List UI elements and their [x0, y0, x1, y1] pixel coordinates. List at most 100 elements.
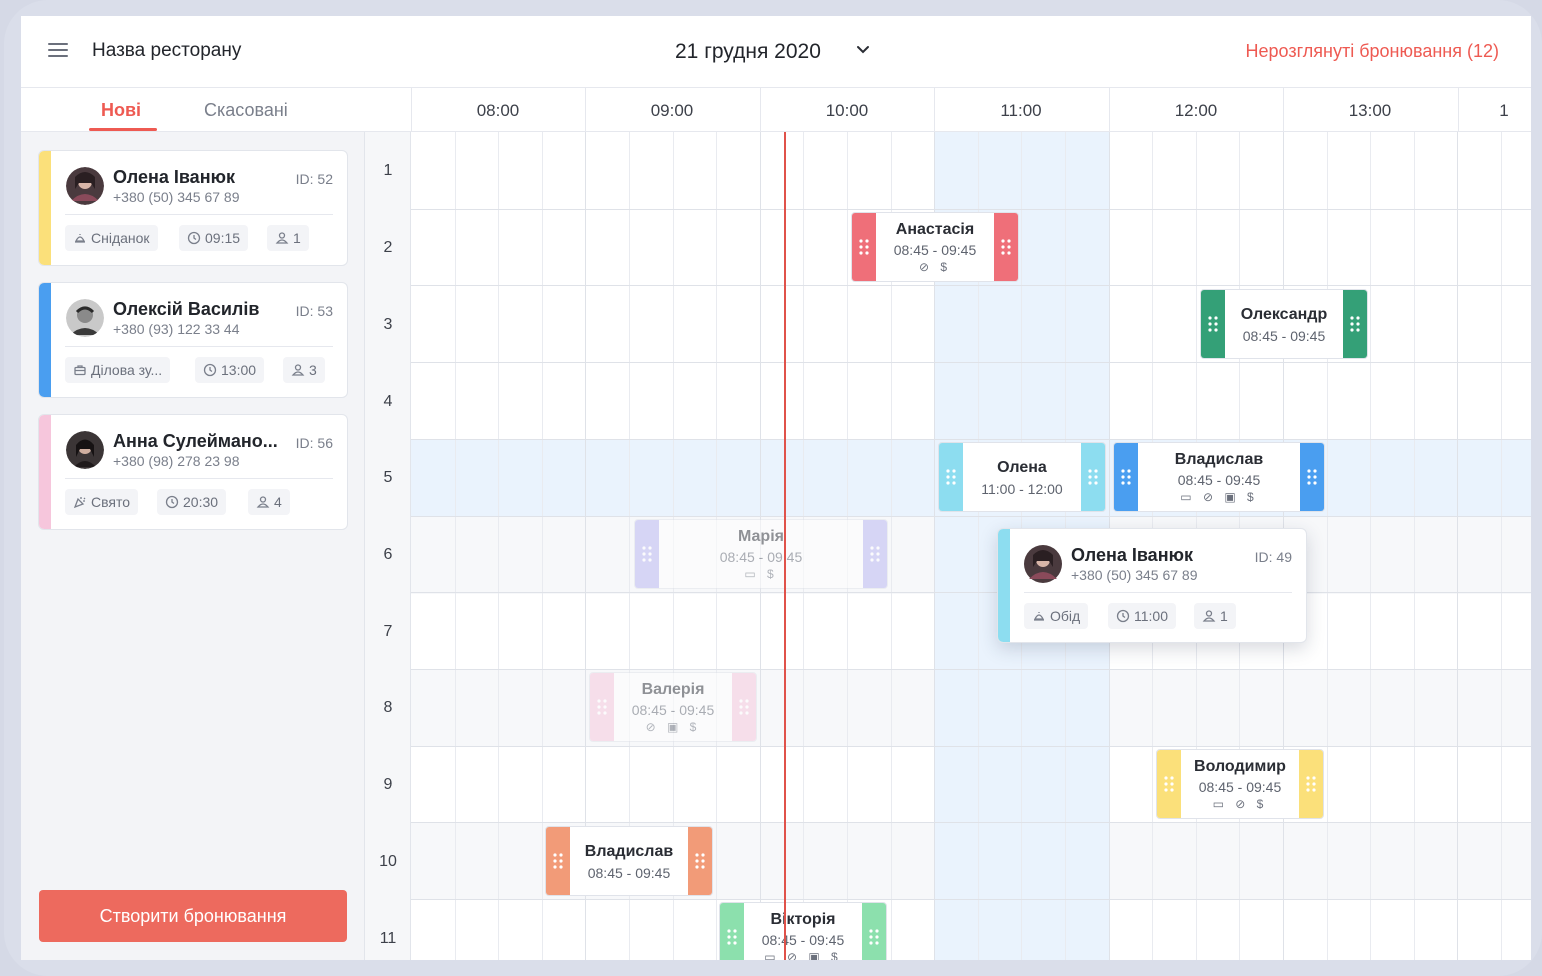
drag-handle[interactable] — [635, 520, 659, 588]
drag-handle[interactable] — [732, 673, 756, 741]
grid-row-line — [411, 362, 1531, 363]
grid-column-line — [455, 132, 456, 960]
guest-name: Анна Сулеймано... — [113, 431, 278, 451]
reservation-icons: ▭ $ — [744, 567, 778, 581]
table-numbers-column: 1 2 3 4 5 6 7 8 9 10 11 — [365, 132, 411, 960]
reservation-block[interactable]: Валерія 08:45 - 09:45 ⊘ ▣ $ — [589, 672, 757, 742]
tab-cancelled[interactable]: Скасовані — [204, 100, 288, 120]
party-icon — [73, 497, 86, 509]
booking-request-card[interactable]: Олена Іванюк +380 (50) 345 67 89 ID: 52 … — [38, 150, 348, 266]
drag-handle[interactable] — [1157, 750, 1181, 818]
booking-grid[interactable]: Анастасія 08:45 - 09:45 ⊘ $ Олександр 08… — [411, 132, 1531, 960]
grid-row-line — [411, 439, 1531, 440]
divider — [1024, 592, 1292, 593]
drag-handle[interactable] — [852, 213, 876, 281]
reservation-block[interactable]: Олександр 08:45 - 09:45 — [1200, 289, 1368, 359]
reservation-block[interactable]: Владислав 08:45 - 09:45 — [545, 826, 713, 896]
clock-icon — [187, 231, 201, 245]
drag-handle[interactable] — [546, 827, 570, 895]
grid-column-line — [934, 132, 935, 960]
hour-label: 13:00 — [1348, 101, 1392, 120]
drag-handle[interactable] — [1343, 290, 1367, 358]
cloche-icon — [1033, 612, 1045, 621]
hamburger-menu-icon[interactable] — [48, 43, 68, 59]
time-label: 09:15 — [205, 230, 241, 246]
drag-handle[interactable] — [862, 903, 886, 960]
hour-label: 09:00 — [650, 101, 694, 120]
drag-dots-icon — [1208, 316, 1218, 332]
sidebar: Нові Скасовані Олена Іванюк +380 (50) 34… — [21, 88, 365, 960]
create-booking-button[interactable]: Створити бронювання — [39, 890, 347, 942]
hour-label: 08:00 — [476, 101, 520, 120]
booking-tabs: Нові Скасовані — [21, 88, 365, 132]
dragged-booking-card[interactable]: Олена Іванюк +380 (50) 345 67 89 ID: 49 … — [997, 528, 1307, 643]
reservation-block[interactable]: Олена 11:00 - 12:00 — [938, 442, 1106, 512]
header-divider — [760, 88, 761, 132]
timeline: 08:00 09:00 10:00 11:00 12:00 13:00 1 1 … — [365, 88, 1531, 960]
drag-handle[interactable] — [994, 213, 1018, 281]
time-label: 20:30 — [183, 494, 219, 510]
reservation-block[interactable]: Володимир 08:45 - 09:45 ▭ ⊘ $ — [1156, 749, 1324, 819]
drag-dots-icon — [1088, 469, 1098, 485]
clock-icon — [165, 495, 179, 509]
booking-id: ID: 56 — [295, 435, 333, 451]
grid-column-line — [585, 132, 586, 960]
reservation-block[interactable]: Владислав 08:45 - 09:45 ▭ ⊘ ▣ $ — [1113, 442, 1325, 512]
grid-row-line — [411, 516, 1531, 517]
table-number: 9 — [383, 776, 393, 793]
person-icon — [275, 232, 289, 244]
drag-dots-icon — [597, 699, 607, 715]
header-divider — [934, 88, 935, 132]
drag-dots-icon — [642, 546, 652, 562]
grid-row-line — [411, 669, 1531, 670]
meal-type-chip: Свято — [65, 489, 139, 515]
reservation-block[interactable]: Марія 08:45 - 09:45 ▭ $ — [634, 519, 888, 589]
booking-id: ID: 53 — [295, 303, 333, 319]
reservation-name: Марія — [738, 528, 784, 545]
header-divider — [1458, 88, 1459, 132]
reservation-block[interactable]: Анастасія 08:45 - 09:45 ⊘ $ — [851, 212, 1019, 282]
reservation-time: 11:00 - 12:00 — [981, 481, 1063, 497]
drag-handle[interactable] — [1299, 750, 1323, 818]
reservation-name: Владислав — [1174, 451, 1264, 468]
restaurant-name: Назва ресторану — [92, 40, 242, 61]
meal-type-label: Ділова зу... — [91, 362, 163, 378]
drag-handle[interactable] — [688, 827, 712, 895]
meal-type-chip: Обід — [1024, 603, 1089, 629]
guest-name: Олена Іванюк — [113, 167, 235, 187]
briefcase-icon — [74, 365, 86, 376]
drag-dots-icon — [1164, 776, 1174, 792]
booking-request-card[interactable]: Анна Сулеймано... +380 (98) 278 23 98 ID… — [38, 414, 348, 530]
drag-handle[interactable] — [1300, 443, 1324, 511]
time-chip: 13:00 — [195, 357, 265, 383]
chevron-down-icon[interactable] — [856, 43, 870, 57]
meal-type-chip: Сніданок — [65, 225, 158, 251]
drag-handle[interactable] — [939, 443, 963, 511]
time-header: 08:00 09:00 10:00 11:00 12:00 13:00 1 — [365, 88, 1531, 132]
reservation-block[interactable]: Вікторія 08:45 - 09:45 ▭ ⊘ ▣ $ — [719, 902, 887, 960]
drag-handle[interactable] — [1114, 443, 1138, 511]
guests-chip: 3 — [283, 357, 325, 383]
reservation-icons: ⊘ $ — [918, 260, 952, 274]
drag-handle[interactable] — [1081, 443, 1105, 511]
booking-request-card[interactable]: Олексій Василів +380 (93) 122 33 44 ID: … — [38, 282, 348, 398]
top-bar: Назва ресторану 21 грудня 2020 Нерозглян… — [21, 16, 1531, 88]
tab-new[interactable]: Нові — [101, 100, 142, 120]
date-selector[interactable]: 21 грудня 2020 — [675, 40, 821, 63]
drag-handle[interactable] — [590, 673, 614, 741]
drag-handle[interactable] — [863, 520, 887, 588]
reservation-icons: ▭ ⊘ ▣ $ — [764, 950, 842, 960]
table-number: 2 — [383, 239, 393, 256]
meal-type-chip: Ділова зу... — [65, 357, 171, 383]
drag-handle[interactable] — [1201, 290, 1225, 358]
booking-id: ID: 49 — [1254, 549, 1292, 565]
reservation-time: 08:45 - 09:45 — [1242, 328, 1326, 344]
drag-dots-icon — [739, 699, 749, 715]
table-number: 4 — [383, 393, 393, 410]
guests-count: 4 — [274, 494, 282, 510]
unreviewed-bookings-link[interactable]: Нерозглянуті бронювання (12) — [1245, 41, 1499, 61]
table-number: 1 — [383, 162, 393, 179]
guest-phone: +380 (93) 122 33 44 — [113, 321, 240, 337]
drag-handle[interactable] — [720, 903, 744, 960]
drag-dots-icon — [1306, 776, 1316, 792]
